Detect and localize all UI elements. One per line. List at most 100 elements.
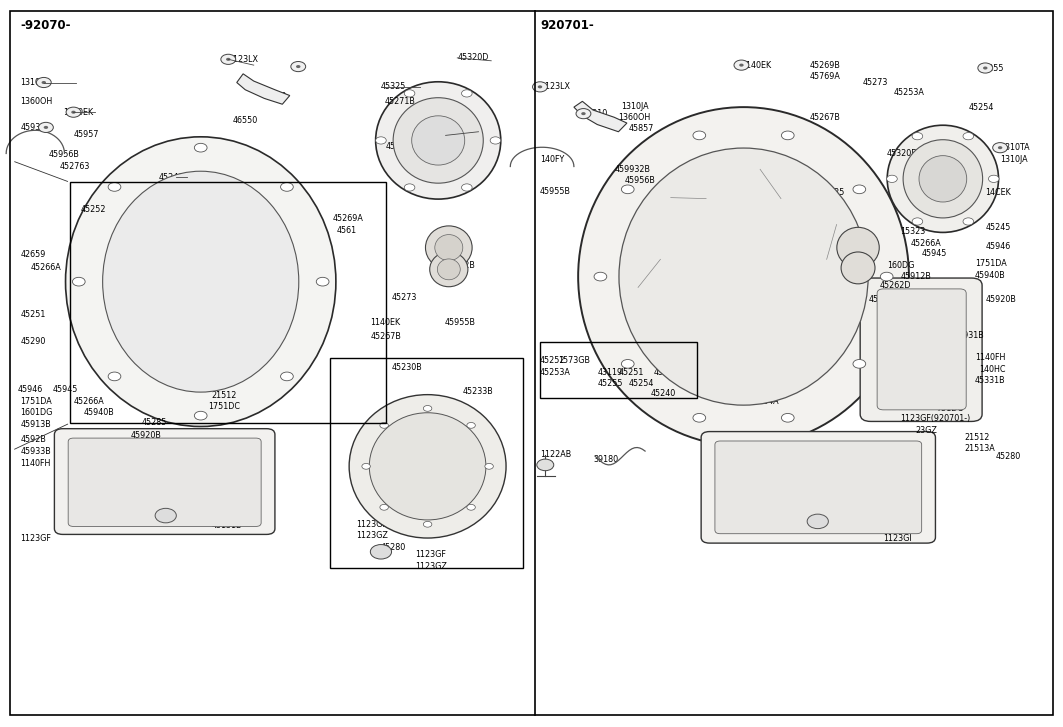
Ellipse shape [888,125,998,233]
Ellipse shape [437,259,460,280]
Text: 45285: 45285 [738,465,763,474]
Circle shape [296,65,301,68]
Circle shape [281,372,293,381]
Text: 1573GB: 1573GB [558,356,590,365]
Bar [540,342,697,398]
Text: 1310JA: 1310JA [622,102,649,111]
Circle shape [226,58,231,61]
Text: 45255: 45255 [176,255,202,265]
Text: 459932B: 459932B [614,165,651,174]
Text: 45327: 45327 [385,142,410,150]
Text: 45230B: 45230B [391,364,422,372]
Text: 42659: 42659 [20,250,46,260]
Text: 1751DA: 1751DA [20,397,52,406]
Text: 45269A: 45269A [332,214,364,223]
Text: 4561: 4561 [336,227,356,236]
Text: 920701-: 920701- [540,19,594,32]
Circle shape [490,137,501,144]
Text: 1140EK: 1140EK [370,318,401,327]
Polygon shape [237,74,290,104]
Ellipse shape [375,81,501,199]
Text: 45275B: 45275B [212,447,242,457]
Text: 1310JA: 1310JA [1000,155,1028,164]
Text: 143CJF: 143CJF [470,478,497,487]
Text: 45233B: 45233B [462,387,493,395]
Text: 45280: 45280 [381,543,406,552]
Circle shape [693,414,706,422]
Circle shape [963,132,974,140]
Text: 45240: 45240 [651,390,675,398]
Text: 4592B: 4592B [20,435,47,444]
Text: 45254: 45254 [968,103,994,112]
Text: 1310TA: 1310TA [1000,143,1030,152]
Text: 45933B: 45933B [20,447,51,457]
Text: 45252: 45252 [540,356,566,365]
Text: 43119: 43119 [251,255,275,265]
FancyBboxPatch shape [68,438,261,526]
Text: 45251: 45251 [619,368,644,377]
Circle shape [155,508,176,523]
Ellipse shape [578,107,909,446]
Text: 45331B: 45331B [975,377,1006,385]
Text: 1123GI: 1123GI [883,534,912,543]
Text: 45267B: 45267B [809,113,840,121]
Text: 45290: 45290 [20,337,46,346]
Circle shape [963,218,974,225]
FancyBboxPatch shape [715,441,922,534]
Bar [330,358,523,568]
Text: 45945: 45945 [52,385,78,394]
Circle shape [195,411,207,420]
Circle shape [853,360,865,368]
Text: 45252: 45252 [81,206,106,214]
Text: 45254: 45254 [208,223,234,232]
Text: 1123GF: 1123GF [20,534,51,543]
Circle shape [375,137,386,144]
Circle shape [533,81,547,92]
Circle shape [887,175,897,182]
Polygon shape [574,101,627,132]
Ellipse shape [435,235,462,261]
Circle shape [404,89,415,97]
Text: 45210: 45210 [261,92,286,102]
Circle shape [537,459,554,470]
Ellipse shape [66,137,336,427]
Text: 43131B: 43131B [741,524,772,533]
Circle shape [379,422,388,428]
Text: 45320D: 45320D [457,53,489,63]
Text: 1140FH: 1140FH [975,353,1005,362]
Text: 46550: 46550 [233,116,257,125]
Text: 1140EK: 1140EK [445,131,476,140]
Circle shape [423,521,432,527]
Circle shape [576,108,591,119]
Text: 45327: 45327 [794,188,820,197]
Text: 452763: 452763 [60,162,90,171]
Text: 45262B: 45262B [444,260,475,270]
FancyBboxPatch shape [860,278,982,422]
Ellipse shape [837,228,879,268]
Text: 45325: 45325 [820,188,845,197]
Circle shape [594,272,607,281]
Circle shape [221,55,236,65]
Text: 1310JA: 1310JA [20,78,48,87]
Circle shape [880,272,893,281]
Text: 45945: 45945 [922,249,947,258]
Circle shape [195,143,207,152]
Text: 45335A: 45335A [908,332,939,340]
Text: 45251: 45251 [20,310,46,318]
Text: 45273: 45273 [391,293,417,302]
Circle shape [538,85,542,89]
Text: 45857: 45857 [629,124,655,132]
Text: 1123GF: 1123GF [356,520,387,529]
Text: 45955B: 45955B [540,187,571,196]
Text: 45612: 45612 [714,207,739,216]
Text: 45255: 45255 [979,63,1005,73]
Text: 45431B: 45431B [929,149,960,158]
Text: 1122AB: 1122AB [540,450,571,459]
Text: 4527B: 4527B [780,177,807,185]
Circle shape [989,175,999,182]
Circle shape [622,360,635,368]
Circle shape [581,112,586,115]
Circle shape [461,89,472,97]
Text: 43119: 43119 [597,368,622,377]
Text: 45932B: 45932B [20,123,51,132]
